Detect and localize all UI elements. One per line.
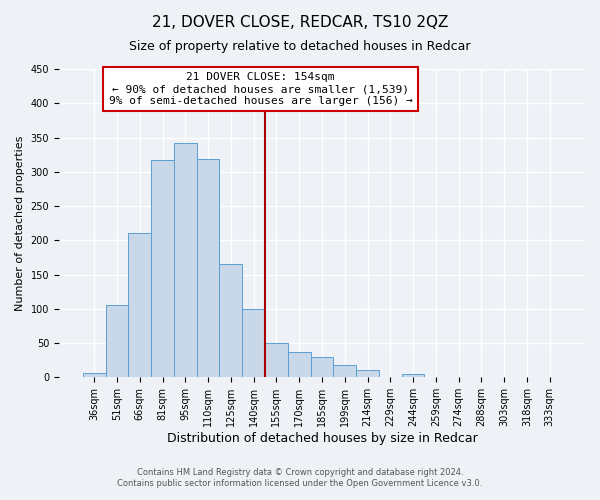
Bar bbox=[311, 358, 334, 378]
Text: 21 DOVER CLOSE: 154sqm
← 90% of detached houses are smaller (1,539)
9% of semi-d: 21 DOVER CLOSE: 154sqm ← 90% of detached… bbox=[109, 72, 412, 106]
Bar bbox=[356, 370, 379, 378]
X-axis label: Distribution of detached houses by size in Redcar: Distribution of detached houses by size … bbox=[167, 432, 478, 445]
Bar bbox=[265, 343, 288, 378]
Y-axis label: Number of detached properties: Number of detached properties bbox=[15, 136, 25, 311]
Bar bbox=[83, 372, 106, 378]
Text: Size of property relative to detached houses in Redcar: Size of property relative to detached ho… bbox=[129, 40, 471, 53]
Bar bbox=[334, 365, 356, 378]
Bar bbox=[288, 352, 311, 378]
Text: Contains HM Land Registry data © Crown copyright and database right 2024.
Contai: Contains HM Land Registry data © Crown c… bbox=[118, 468, 482, 487]
Bar bbox=[401, 374, 424, 378]
Text: 21, DOVER CLOSE, REDCAR, TS10 2QZ: 21, DOVER CLOSE, REDCAR, TS10 2QZ bbox=[152, 15, 448, 30]
Bar bbox=[174, 143, 197, 378]
Bar bbox=[197, 160, 220, 378]
Bar bbox=[220, 264, 242, 378]
Bar bbox=[106, 304, 128, 378]
Bar bbox=[151, 160, 174, 378]
Bar bbox=[242, 309, 265, 378]
Bar bbox=[128, 234, 151, 378]
